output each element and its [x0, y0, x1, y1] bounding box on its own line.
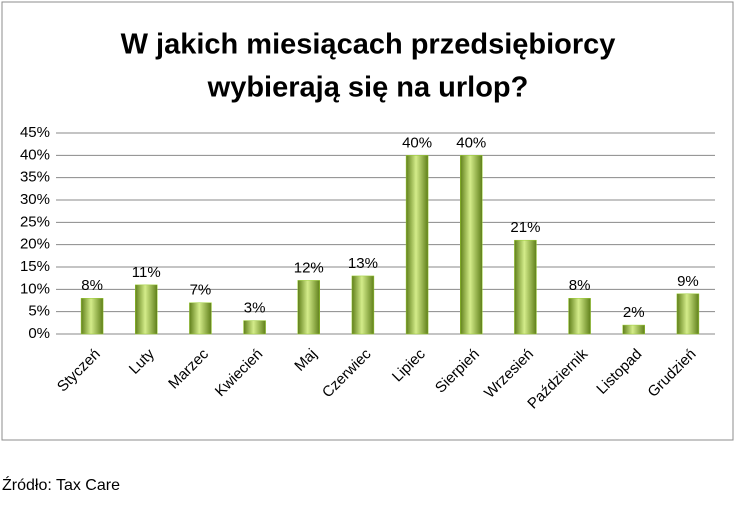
y-tick-label: 25%	[20, 213, 50, 230]
bar	[189, 302, 212, 335]
y-tick-label: 35%	[20, 169, 50, 186]
bar	[80, 298, 104, 335]
bar	[676, 293, 700, 335]
value-label: 7%	[190, 282, 212, 299]
value-label: 11%	[132, 264, 161, 281]
value-label: 8%	[569, 277, 591, 294]
value-label: 40%	[456, 134, 486, 151]
y-tick-label: 40%	[20, 146, 50, 163]
bar	[568, 298, 591, 335]
y-tick-label: 45%	[20, 124, 50, 141]
y-tick-label: 10%	[20, 280, 50, 297]
bar	[351, 275, 375, 335]
bar	[405, 155, 429, 335]
source-note: Źródło: Tax Care	[2, 475, 120, 494]
value-label: 3%	[244, 300, 266, 317]
value-label: 13%	[348, 255, 378, 272]
value-label: 21%	[510, 219, 540, 236]
bar	[622, 324, 645, 335]
y-tick-label: 0%	[28, 325, 50, 342]
y-tick-label: 5%	[28, 303, 50, 320]
chart-border	[1, 1, 734, 441]
bar	[135, 284, 158, 335]
bar	[514, 239, 537, 335]
y-tick-label: 15%	[20, 258, 50, 275]
bar	[460, 155, 483, 335]
value-label: 12%	[294, 259, 324, 276]
bar	[243, 320, 266, 335]
y-tick-label: 20%	[20, 236, 50, 253]
chart-title: wybierają się na urlop?	[207, 72, 529, 104]
chart-title: W jakich miesiącach przedsiębiorcy	[121, 29, 616, 61]
value-label: 8%	[81, 277, 103, 294]
value-label: 9%	[677, 273, 699, 290]
y-tick-label: 30%	[20, 191, 50, 208]
value-label: 40%	[402, 134, 432, 151]
value-label: 2%	[623, 304, 645, 321]
bar	[297, 280, 320, 335]
